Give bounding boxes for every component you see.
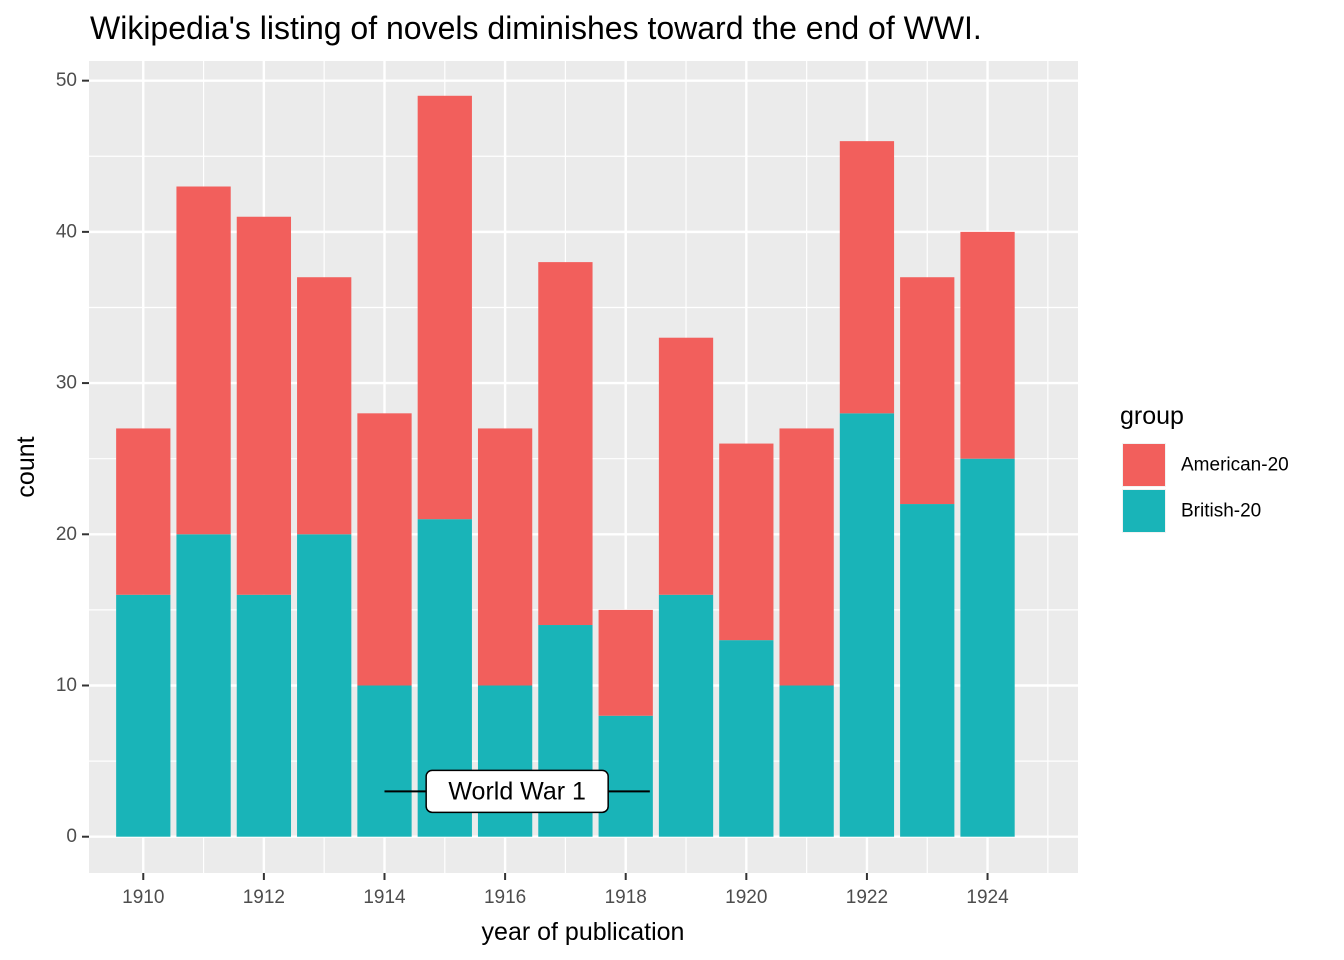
annotation-label: World War 1: [448, 777, 586, 805]
bars: [116, 95, 1015, 837]
bar-british-20-1924: [960, 458, 1015, 837]
bar-british-20-1922: [839, 413, 895, 837]
x-tick-label: 1924: [966, 887, 1009, 908]
bar-british-20-1923: [900, 504, 955, 837]
x-tick-label: 1918: [605, 887, 647, 908]
bar-american-20-1920: [719, 443, 774, 641]
x-tick-label: 1920: [725, 887, 767, 908]
x-tick-label: 1910: [122, 887, 164, 908]
bar-british-20-1920: [719, 640, 774, 837]
legend-key-british-20: [1123, 490, 1165, 532]
bar-american-20-1916: [477, 428, 533, 686]
y-tick-label: 40: [56, 221, 77, 242]
bar-british-20-1921: [779, 685, 834, 837]
y-axis: 0 10 20 30 40 50: [56, 70, 89, 847]
bar-british-20-1919: [658, 594, 714, 837]
legend-label-british-20: British-20: [1181, 501, 1261, 522]
bar-american-20-1915: [417, 95, 472, 520]
x-tick-label: 1916: [484, 887, 526, 908]
legend-label-american-20: American-20: [1181, 455, 1289, 476]
y-tick-label: 0: [66, 826, 77, 847]
bar-american-20-1912: [236, 216, 292, 595]
legend-title: group: [1120, 402, 1184, 430]
x-tick-label: 1914: [363, 887, 406, 908]
x-axis: 1910 1912 1914 1916 1918 1920 1922 1924: [122, 873, 1009, 908]
bar-british-20-1912: [236, 594, 292, 837]
bar-british-20-1916: [477, 685, 533, 837]
bar-british-20-1913: [297, 534, 352, 837]
bar-american-20-1921: [779, 428, 834, 686]
bar-american-20-1911: [176, 186, 231, 535]
bar-american-20-1910: [116, 428, 171, 595]
x-tick-label: 1912: [243, 887, 285, 908]
world-war-annotation: World War 1: [384, 769, 650, 814]
bar-american-20-1922: [839, 141, 895, 414]
bar-british-20-1911: [176, 534, 231, 837]
bar-american-20-1914: [357, 413, 412, 686]
bar-american-20-1918: [598, 609, 653, 716]
y-tick-label: 50: [56, 70, 77, 91]
y-tick-label: 30: [56, 373, 77, 394]
bar-american-20-1917: [538, 262, 593, 626]
y-axis-title: count: [12, 436, 40, 497]
chart-title: Wikipedia's listing of novels diminishes…: [90, 10, 982, 46]
legend-key-american-20: [1123, 444, 1165, 486]
bar-american-20-1923: [900, 277, 955, 505]
y-tick-label: 20: [56, 524, 77, 545]
legend: group American-20 British-20: [1120, 402, 1289, 533]
x-axis-title: year of publication: [482, 918, 685, 946]
annotation-label-box: [425, 769, 609, 814]
bar-american-20-1919: [658, 337, 714, 595]
x-tick-label: 1922: [846, 887, 888, 908]
bar-american-20-1924: [960, 231, 1015, 459]
bar-american-20-1913: [297, 277, 352, 535]
y-tick-label: 10: [56, 675, 77, 696]
bar-british-20-1914: [357, 685, 412, 837]
bar-british-20-1910: [116, 594, 171, 837]
